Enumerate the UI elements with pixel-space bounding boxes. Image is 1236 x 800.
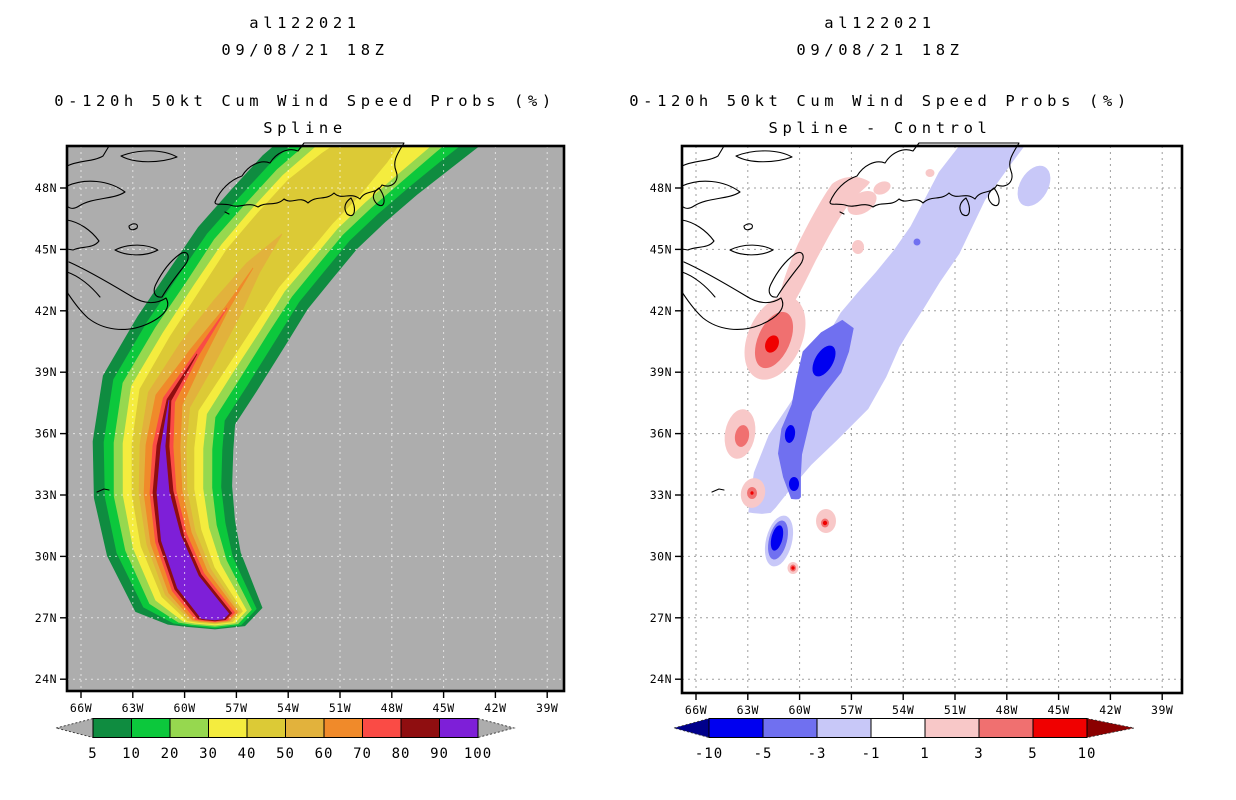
lon-tick-label: 42W (484, 701, 506, 715)
lat-tick-label: 30N (35, 549, 57, 563)
lon-tick-label: 42W (1099, 703, 1121, 717)
colorbar-label: -1 (862, 746, 881, 762)
panel-titles: al122021 09/08/21 18Z 0-120h 50kt Cum Wi… (629, 10, 1131, 142)
colorbar-segments (708, 718, 1088, 738)
colorbar-label: 1 (920, 746, 929, 762)
right-map-axis-labels: 66W 63W 60W 57W 54W 51W 48W 45W 42W 39W 48N 45N 42N 3… (650, 181, 1173, 717)
product-title: 0-120h 50kt Cum Wind Speed Probs (%) (629, 92, 1131, 110)
lon-tick-label: 51W (329, 701, 351, 715)
lon-tick-label: 48W (996, 703, 1018, 717)
storm-id: al122021 (249, 14, 361, 32)
lon-tick-label: 60W (788, 703, 810, 717)
lon-tick-label: 39W (1151, 703, 1173, 717)
colorbar-left-arrow (672, 717, 710, 739)
storm-id: al122021 (824, 14, 936, 32)
variant-label: Spline (263, 119, 347, 137)
colorbar-label: 40 (238, 746, 257, 762)
lat-tick-label: 48N (650, 181, 672, 195)
colorbar-labels: 5 10 20 30 40 50 60 70 80 90 100 (88, 746, 492, 762)
positive-diff-cells (724, 169, 935, 574)
colorbar-label: 100 (464, 746, 492, 762)
colorbar-label: 30 (199, 746, 218, 762)
colorbar-label: 5 (1028, 746, 1037, 762)
lat-tick-label: 42N (650, 304, 672, 318)
lon-tick-label: 63W (122, 701, 144, 715)
colorbar-label: -5 (754, 746, 773, 762)
right-map-border (680, 144, 1184, 695)
lat-tick-label: 48N (35, 181, 57, 195)
colorbar-right-arrow (477, 717, 516, 739)
colorbar-left-arrow (55, 717, 94, 739)
lat-tick-label: 24N (35, 672, 57, 686)
colorbar-segments (92, 718, 479, 738)
colorbar-arrows (55, 717, 516, 739)
lat-tick-label: 30N (650, 549, 672, 563)
left-map-border (65, 144, 566, 693)
colorbar-label: 60 (315, 746, 334, 762)
lon-tick-label: 63W (737, 703, 759, 717)
lon-tick-label: 60W (173, 701, 195, 715)
colorbar-label: -3 (808, 746, 827, 762)
lon-tick-label: 39W (536, 701, 558, 715)
colorbar-difference: -10 -5 -3 -1 1 3 5 10 (672, 717, 1135, 762)
colorbar-spline: 5 10 20 30 40 50 60 70 80 90 100 (55, 717, 516, 762)
colorbar-label: 20 (161, 746, 180, 762)
product-title: 0-120h 50kt Cum Wind Speed Probs (%) (54, 92, 556, 110)
lon-tick-label: 57W (225, 701, 247, 715)
probability-swath (92, 146, 480, 630)
lon-tick-label: 54W (892, 703, 914, 717)
lon-tick-label: 45W (1047, 703, 1069, 717)
colorbar-label: -10 (695, 746, 723, 762)
variant-label: Spline - Control (768, 119, 992, 137)
lat-tick-label: 36N (35, 427, 57, 441)
lat-tick-label: 36N (650, 427, 672, 441)
left-map-axis-labels: 66W 63W 60W 57W 54W 51W 48W 45W 42W 39W 48N 45N 42N 3… (35, 181, 558, 715)
difference-field (724, 146, 1051, 574)
colorbar-label: 5 (88, 746, 97, 762)
lat-tick-label: 39N (35, 365, 57, 379)
colorbar-right-arrow (1086, 717, 1135, 739)
lat-tick-label: 42N (35, 304, 57, 318)
lat-tick-label: 33N (650, 488, 672, 502)
map-spline: 66W 63W 60W 57W 54W 51W 48W 45W 42W 39W 48N 45N 42N 3… (35, 142, 566, 715)
lat-tick-label: 24N (650, 672, 672, 686)
colorbar-label: 70 (353, 746, 372, 762)
init-time: 09/08/21 18Z (796, 41, 964, 59)
lat-tick-label: 27N (35, 611, 57, 625)
coastline (66, 142, 405, 493)
lon-tick-label: 66W (685, 703, 707, 717)
colorbar-label: 90 (430, 746, 449, 762)
lon-tick-label: 57W (840, 703, 862, 717)
gridlines (67, 146, 564, 691)
colorbar-labels: -10 -5 -3 -1 1 3 5 10 (695, 746, 1097, 762)
lon-tick-label: 45W (432, 701, 454, 715)
colorbar-label: 10 (122, 746, 141, 762)
lat-tick-label: 45N (35, 242, 57, 256)
negative-diff-band (748, 146, 1051, 567)
map-spline-minus-control: 66W 63W 60W 57W 54W 51W 48W 45W 42W 39W 48N 45N 42N 3… (650, 142, 1184, 717)
colorbar-label: 50 (276, 746, 295, 762)
panel-titles: al122021 09/08/21 18Z 0-120h 50kt Cum Wi… (54, 10, 556, 142)
lat-tick-label: 27N (650, 611, 672, 625)
lon-tick-label: 48W (381, 701, 403, 715)
lon-tick-label: 54W (277, 701, 299, 715)
lat-tick-label: 45N (650, 242, 672, 256)
right-map-ticks (675, 187, 1163, 700)
lat-tick-label: 33N (35, 488, 57, 502)
colorbar-label: 10 (1078, 746, 1097, 762)
init-time: 09/08/21 18Z (221, 41, 389, 59)
left-map-ticks (60, 187, 548, 698)
coastline (681, 142, 1020, 493)
colorbar-label: 80 (392, 746, 411, 762)
lat-tick-label: 39N (650, 365, 672, 379)
lon-tick-label: 66W (70, 701, 92, 715)
colorbar-label: 3 (974, 746, 983, 762)
lon-tick-label: 51W (944, 703, 966, 717)
